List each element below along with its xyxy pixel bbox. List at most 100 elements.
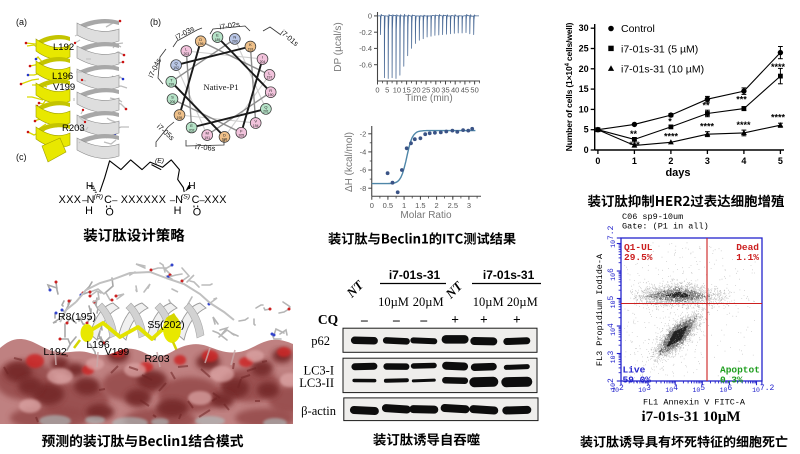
svg-text:Dead: Dead [736,242,759,253]
svg-text:4: 4 [673,384,678,393]
svg-text:Q: Q [175,61,178,66]
svg-text:–: – [170,195,176,206]
svg-text:–: – [112,195,118,206]
svg-text:i7-01s-31: i7-01s-31 [483,268,535,282]
svg-text:10: 10 [752,387,760,394]
svg-text:191: 191 [204,136,210,140]
svg-text:3: 3 [607,351,616,356]
svg-text:V199: V199 [53,82,75,93]
svg-text:p62: p62 [311,334,330,348]
svg-text:204: 204 [260,60,266,64]
svg-text:L196: L196 [52,71,73,82]
svg-text:R203: R203 [144,353,169,365]
svg-text:***: *** [629,140,640,150]
svg-text:1: 1 [632,156,637,166]
svg-text:200: 200 [232,40,238,44]
svg-text:L: L [268,71,271,76]
svg-text:1.5: 1.5 [415,201,425,210]
svg-text:I: I [262,55,263,60]
svg-text:7.2: 7.2 [760,384,775,393]
svg-text:(c): (c) [16,152,27,162]
svg-text:E: E [190,123,193,128]
svg-text:1.1%: 1.1% [736,252,759,263]
svg-text:–: – [392,312,400,327]
svg-text:–: – [82,195,88,206]
svg-text:****: **** [664,132,679,142]
svg-text:10: 10 [610,328,617,336]
svg-text:LC3-II: LC3-II [299,376,334,390]
svg-text:****: **** [771,62,786,72]
svg-text:10µM: 10µM [378,295,409,309]
svg-text:(R): (R) [94,194,103,201]
svg-text:50: 50 [470,86,478,95]
svg-text:C06 sp9-10um: C06 sp9-10um [622,212,683,222]
svg-text:5: 5 [778,156,783,166]
svg-text:i7-02s: i7-02s [219,20,241,32]
svg-text:L192: L192 [43,346,67,358]
svg-text:**: ** [630,129,638,139]
svg-text:0: 0 [368,12,372,21]
svg-text:15: 15 [402,86,410,95]
svg-text:20µM: 20µM [413,295,444,309]
svg-text:C: C [192,194,200,206]
svg-text:0: 0 [584,145,589,155]
svg-text:10: 10 [610,273,617,281]
svg-text:10: 10 [638,387,646,394]
svg-text:H: H [85,205,93,217]
svg-text:G: G [178,111,181,116]
svg-text:5: 5 [385,86,389,95]
svg-text:–: – [419,312,427,327]
svg-text:-6: -6 [360,166,367,175]
svg-text:V: V [254,119,257,124]
svg-text:20: 20 [579,64,589,74]
svg-text:H: H [188,181,195,192]
svg-text:XXXXXX: XXXXXX [121,194,167,206]
svg-text:189: 189 [215,38,221,42]
svg-text:****: **** [771,113,786,123]
svg-text:(E): (E) [155,158,164,165]
svg-text:F: F [240,128,243,133]
svg-text:**: ** [702,101,710,111]
svg-text:193: 193 [248,47,254,51]
svg-text:+: + [513,312,521,327]
svg-text:0: 0 [370,201,374,210]
svg-text:D: D [199,37,202,42]
svg-text:Control: Control [621,23,655,35]
svg-text:C: C [104,194,112,206]
svg-text:10: 10 [610,240,617,248]
svg-text:K: K [249,42,252,47]
svg-text:Number of cells (1×104 cells/w: Number of cells (1×104 cells/well) [564,22,574,151]
svg-text:10: 10 [393,86,401,95]
svg-text:H: H [174,205,182,217]
svg-text:i7-01s-31: i7-01s-31 [389,268,441,282]
svg-text:-0.6: -0.6 [359,60,372,69]
svg-text:4: 4 [741,156,746,166]
svg-text:40: 40 [451,86,459,95]
svg-text:M: M [206,131,209,136]
svg-text:0: 0 [595,156,600,166]
svg-text:15: 15 [579,84,589,94]
svg-text:+: + [480,312,488,327]
svg-text:202: 202 [189,128,195,132]
svg-text:10: 10 [692,387,700,394]
svg-text:L192: L192 [53,42,74,53]
svg-text:203: 203 [183,52,189,56]
svg-text:194: 194 [253,124,259,128]
svg-text:10: 10 [610,383,617,391]
svg-text:V199: V199 [105,346,130,358]
svg-text:195: 195 [177,116,183,120]
svg-text:199: 199 [168,83,174,87]
svg-text:0.3%: 0.3% [720,375,743,386]
svg-text:20: 20 [412,86,420,95]
svg-text:****: **** [700,122,715,132]
svg-text:L: L [185,47,188,52]
svg-text:7.2: 7.2 [607,225,616,240]
svg-text:2.5: 2.5 [448,201,458,210]
svg-text:10: 10 [610,300,617,308]
svg-text:(S): (S) [181,194,190,201]
svg-text:10: 10 [720,387,728,394]
svg-text:3: 3 [646,384,651,393]
svg-text:*: * [668,117,672,127]
svg-text:25: 25 [579,44,589,54]
svg-text:E: E [216,33,219,38]
